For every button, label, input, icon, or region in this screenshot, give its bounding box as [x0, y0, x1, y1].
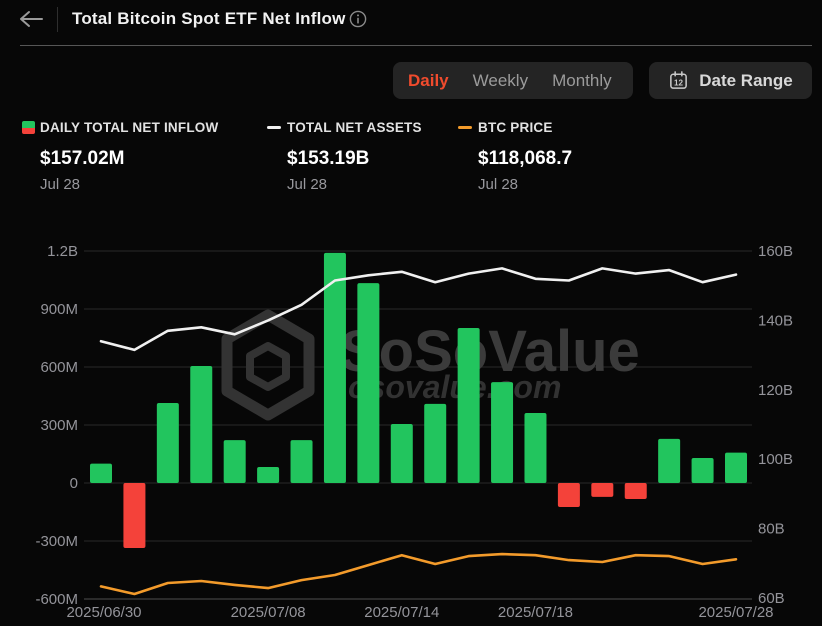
legend-label: BTC PRICE: [478, 120, 553, 135]
white-dash-icon: [267, 126, 281, 129]
net-assets-date: Jul 28: [287, 176, 328, 193]
bar[interactable]: [591, 483, 614, 497]
y-axis-label-right: 60B: [758, 590, 785, 607]
y-axis-label-left: 1.2B: [47, 243, 78, 260]
net-assets-line: [99, 267, 738, 352]
bar[interactable]: [290, 440, 313, 483]
btc-price-line: [99, 552, 738, 596]
x-axis-label: 2025/07/18: [498, 604, 573, 621]
tab-daily[interactable]: Daily: [408, 70, 449, 90]
watermark-cube-icon: [221, 309, 315, 421]
left-arrow-icon: [20, 11, 43, 27]
header-divider: [57, 7, 58, 32]
y-axis-label-right: 80B: [758, 521, 785, 538]
bar[interactable]: [156, 402, 179, 483]
net-inflow-date: Jul 28: [40, 176, 81, 193]
y-axis-label-right: 100B: [758, 451, 793, 468]
watermark-title: SoSoValue: [340, 319, 640, 384]
y-axis-label-left: 900M: [40, 301, 78, 318]
calendar-icon: 12: [670, 71, 688, 89]
bar[interactable]: [390, 424, 413, 483]
bar[interactable]: [323, 252, 346, 483]
tab-monthly[interactable]: Monthly: [552, 70, 612, 90]
header-rule: [20, 45, 812, 46]
bar[interactable]: [725, 452, 747, 483]
y-axis-label-left: -600M: [35, 591, 78, 608]
bar[interactable]: [257, 466, 280, 483]
back-button[interactable]: [14, 6, 48, 32]
watermark-subtitle: osovalue.com: [348, 369, 561, 405]
orange-dash-icon: [458, 126, 472, 129]
bar[interactable]: [457, 327, 480, 483]
bar[interactable]: [524, 413, 547, 483]
bar[interactable]: [223, 440, 246, 483]
y-axis-label-right: 160B: [758, 243, 793, 260]
combo-chart[interactable]: 1.2B 900M 600M 300M 0 -300M -600M 160B 140B 120B 1…: [0, 205, 822, 626]
legend-label: DAILY TOTAL NET INFLOW: [40, 120, 219, 135]
watermark-cube-inner: [246, 342, 290, 391]
chart-svg: 1.2B 900M 600M 300M 0 -300M -600M 160B 140B 120B 1…: [35, 243, 793, 621]
bar[interactable]: [691, 458, 714, 483]
bar[interactable]: [491, 382, 514, 483]
bar[interactable]: [557, 483, 580, 507]
bar[interactable]: [190, 366, 213, 483]
bar[interactable]: [357, 283, 380, 483]
x-axis-label: 2025/07/14: [364, 604, 439, 621]
info-icon[interactable]: [349, 10, 367, 28]
y-axis-label-left: -300M: [35, 533, 78, 550]
period-tabs: Daily Weekly Monthly: [393, 62, 633, 99]
y-axis-label-left: 0: [70, 475, 78, 492]
x-axis-label: 2025/06/30: [66, 604, 141, 621]
svg-text:12: 12: [674, 78, 684, 87]
y-axis-label-right: 120B: [758, 382, 793, 399]
x-axis-label: 2025/07/08: [231, 604, 306, 621]
tab-weekly[interactable]: Weekly: [472, 70, 529, 90]
bar[interactable]: [123, 483, 146, 548]
bar[interactable]: [658, 438, 681, 483]
bar[interactable]: [90, 463, 112, 483]
date-range-label: Date Range: [699, 70, 793, 90]
bar[interactable]: [624, 483, 647, 500]
x-axis-label: 2025/07/28: [698, 604, 773, 621]
date-range-button[interactable]: 12 Date Range: [649, 62, 812, 99]
legend-label: TOTAL NET ASSETS: [287, 120, 422, 135]
btc-price-value: $118,068.7: [478, 148, 573, 169]
y-axis-label-left: 600M: [40, 359, 78, 376]
page-title: Total Bitcoin Spot ETF Net Inflow: [72, 9, 346, 28]
y-axis-label-left: 300M: [40, 417, 78, 434]
green-red-square-icon: [22, 121, 35, 134]
y-axis-label-right: 140B: [758, 312, 793, 329]
btc-price-date: Jul 28: [478, 176, 519, 193]
net-assets-value: $153.19B: [287, 148, 370, 169]
bar[interactable]: [424, 403, 447, 483]
net-inflow-value: $157.02M: [40, 148, 125, 169]
